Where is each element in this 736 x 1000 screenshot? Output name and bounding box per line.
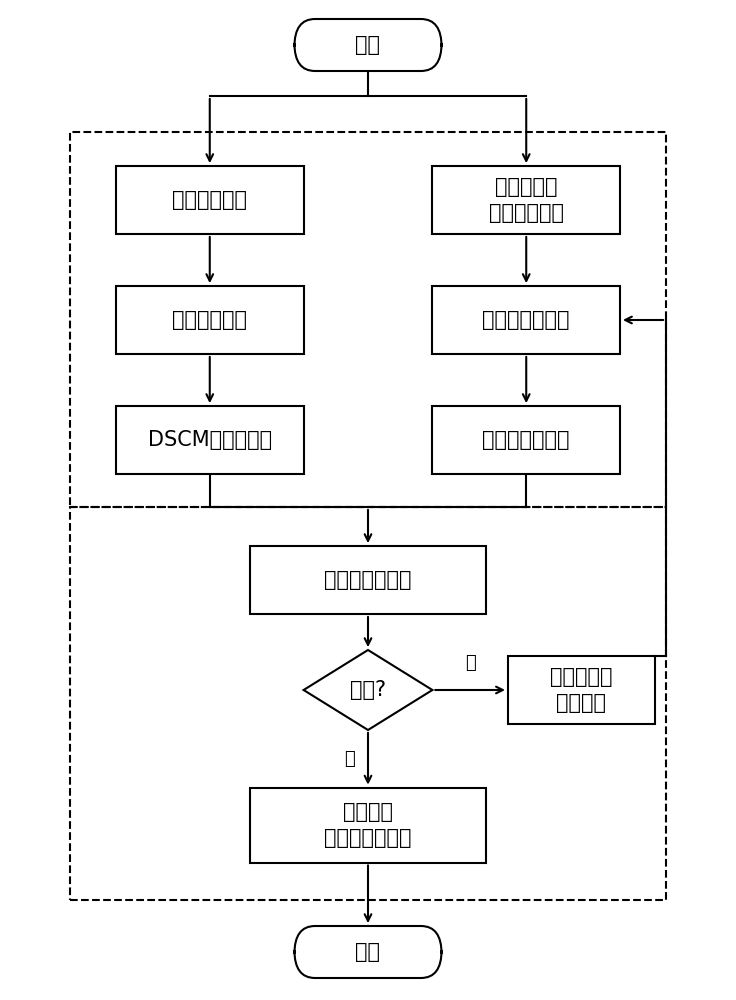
Text: 开始: 开始 [355, 35, 381, 55]
Bar [250, 546, 486, 614]
Text: 有限元建模计算: 有限元建模计算 [483, 310, 570, 330]
Bar [116, 406, 304, 474]
Text: 假设各单元
初始弹性参数: 假设各单元 初始弹性参数 [489, 177, 564, 223]
FancyBboxPatch shape [294, 19, 442, 71]
Text: 输出模拟应力场: 输出模拟应力场 [483, 430, 570, 450]
Bar [250, 788, 486, 862]
Bar [70, 132, 666, 507]
Bar [508, 656, 655, 724]
Bar [116, 286, 304, 354]
Text: 岩石加载实验: 岩石加载实验 [172, 310, 247, 330]
Text: 是: 是 [344, 750, 355, 768]
Bar [116, 166, 304, 234]
Text: 收敛?: 收敛? [350, 680, 386, 700]
Text: 否: 否 [464, 654, 475, 672]
Text: 输出最优
非均匀弹性参数: 输出最优 非均匀弹性参数 [325, 802, 411, 848]
Bar [432, 166, 620, 234]
Text: 修改各单元
弹性参数: 修改各单元 弹性参数 [551, 667, 612, 713]
Text: 目标函数最小化: 目标函数最小化 [325, 570, 411, 590]
Text: 给定边界条件: 给定边界条件 [172, 190, 247, 210]
Bar [432, 406, 620, 474]
Text: DSCM计算应变场: DSCM计算应变场 [148, 430, 272, 450]
Bar [70, 507, 666, 900]
Bar [432, 286, 620, 354]
FancyBboxPatch shape [294, 926, 442, 978]
Polygon shape [303, 650, 433, 730]
Text: 结束: 结束 [355, 942, 381, 962]
